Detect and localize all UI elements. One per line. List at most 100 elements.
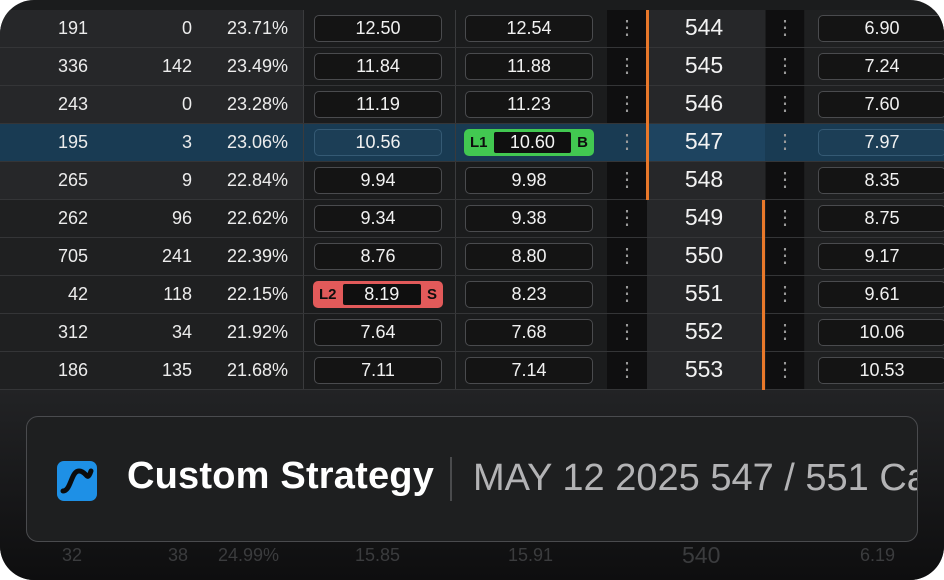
ask-price-button[interactable]: 7.68	[465, 319, 593, 346]
strategy-description: MAY 12 2025 547 / 551 Ca	[473, 457, 918, 499]
more-menu-icon[interactable]: ⋮	[617, 359, 637, 381]
bid-price-button[interactable]: 11.19	[314, 91, 442, 118]
row-left-bg	[0, 162, 303, 199]
strategy-title: Custom Strategy	[127, 455, 435, 497]
price-marker-bar	[762, 314, 765, 352]
ask-price-button[interactable]: 12.54	[465, 15, 593, 42]
more-menu-icon[interactable]: ⋮	[617, 131, 637, 153]
row-left-bg	[0, 352, 303, 389]
chain-row-547-selected[interactable]: 195 3 23.06% 10.56 L1 10.60 B ⋮ 547 ⋮ 7.…	[0, 124, 944, 162]
strike-bg	[647, 10, 765, 47]
put-bid-button[interactable]: 6.90	[818, 15, 944, 42]
more-menu-icon[interactable]: ⋮	[617, 245, 637, 267]
price-marker-bar	[646, 86, 649, 124]
put-bid-button[interactable]: 8.35	[818, 167, 944, 194]
strategy-logo-icon	[57, 461, 97, 501]
ask-price-button[interactable]: 11.23	[465, 91, 593, 118]
custom-strategy-bar[interactable]: Custom Strategy MAY 12 2025 547 / 551 Ca	[26, 416, 918, 542]
price-marker-bar	[646, 48, 649, 86]
more-menu-icon[interactable]: ⋮	[775, 207, 795, 229]
chain-row-544[interactable]: 191 0 23.71% 12.50 12.54 ⋮ 544 ⋮ 6.90	[0, 10, 944, 48]
chain-row-550[interactable]: 705 241 22.39% 8.76 8.80 ⋮ 550 ⋮ 9.17	[0, 238, 944, 276]
options-chain-table: 191 0 23.71% 12.50 12.54 ⋮ 544 ⋮ 6.90 33…	[0, 10, 944, 390]
menu-strip	[766, 352, 804, 389]
buy-order-chip[interactable]: L1 10.60 B	[464, 129, 594, 156]
more-menu-icon[interactable]: ⋮	[617, 93, 637, 115]
put-bid-button[interactable]: 8.75	[818, 205, 944, 232]
put-bid-button[interactable]: 7.97	[818, 129, 944, 156]
put-bid-button[interactable]: 9.17	[818, 243, 944, 270]
more-menu-icon[interactable]: ⋮	[775, 93, 795, 115]
bid-price-button[interactable]: 9.94	[314, 167, 442, 194]
chain-row-552[interactable]: 312 34 21.92% 7.64 7.68 ⋮ 552 ⋮ 10.06	[0, 314, 944, 352]
column-divider	[303, 200, 304, 237]
chain-row-553[interactable]: 186 135 21.68% 7.11 7.14 ⋮ 553 ⋮ 10.53	[0, 352, 944, 390]
price-marker-bar	[646, 10, 649, 48]
more-menu-icon[interactable]: ⋮	[617, 207, 637, 229]
ask-price-button[interactable]: 8.23	[465, 281, 593, 308]
bid-price-button[interactable]: 7.64	[314, 319, 442, 346]
put-bid-button[interactable]: 9.61	[818, 281, 944, 308]
put-bid-button[interactable]: 10.53	[818, 357, 944, 384]
price-marker-bar	[646, 124, 649, 162]
bid-price-button[interactable]: 7.11	[314, 357, 442, 384]
more-menu-icon[interactable]: ⋮	[617, 283, 637, 305]
price-marker-bar	[762, 276, 765, 314]
ghost-strike: 540	[682, 542, 721, 568]
chain-row-549[interactable]: 262 96 22.62% 9.34 9.38 ⋮ 549 ⋮ 8.75	[0, 200, 944, 238]
chain-row-545[interactable]: 336 142 23.49% 11.84 11.88 ⋮ 545 ⋮ 7.24	[0, 48, 944, 86]
volume-cell: 243	[57, 94, 88, 114]
volume-cell: 705	[57, 246, 88, 266]
more-menu-icon[interactable]: ⋮	[775, 131, 795, 153]
strike-bg	[647, 276, 765, 313]
open-interest-cell: 118	[163, 284, 192, 304]
chain-row-546[interactable]: 243 0 23.28% 11.19 11.23 ⋮ 546 ⋮ 7.60	[0, 86, 944, 124]
ghost-volume: 32	[62, 545, 83, 565]
more-menu-icon[interactable]: ⋮	[617, 321, 637, 343]
put-bid-button[interactable]: 7.60	[818, 91, 944, 118]
column-divider	[455, 86, 456, 123]
more-menu-icon[interactable]: ⋮	[775, 55, 795, 77]
chain-row-548[interactable]: 265 9 22.84% 9.94 9.98 ⋮ 548 ⋮ 8.35	[0, 162, 944, 200]
open-interest-cell: 135	[161, 360, 192, 380]
more-menu-icon[interactable]: ⋮	[775, 359, 795, 381]
side-label: S	[426, 286, 437, 303]
ask-price-button[interactable]: 11.88	[465, 53, 593, 80]
more-menu-icon[interactable]: ⋮	[617, 169, 637, 191]
menu-strip	[766, 276, 804, 313]
more-menu-icon[interactable]: ⋮	[617, 17, 637, 39]
more-menu-icon[interactable]: ⋮	[775, 17, 795, 39]
put-bid-button[interactable]: 7.24	[818, 53, 944, 80]
strike-bg	[647, 200, 765, 237]
implied-vol-cell: 22.84%	[226, 170, 288, 190]
bid-price-button[interactable]: 12.50	[314, 15, 442, 42]
ask-price-button[interactable]: 9.98	[465, 167, 593, 194]
open-interest-cell: 0	[181, 94, 192, 114]
strike-price: 546	[684, 90, 724, 116]
open-interest-cell: 9	[181, 170, 192, 190]
ask-price-button[interactable]: 8.80	[465, 243, 593, 270]
bid-price-button[interactable]: 9.34	[314, 205, 442, 232]
sell-order-chip[interactable]: L2 8.19 S	[313, 281, 443, 308]
strike-price: 545	[684, 52, 724, 78]
strike-price: 547	[684, 128, 724, 154]
more-menu-icon[interactable]: ⋮	[775, 245, 795, 267]
more-menu-icon[interactable]: ⋮	[617, 55, 637, 77]
put-bid-button[interactable]: 10.06	[818, 319, 944, 346]
bid-price-button[interactable]: 10.56	[314, 129, 442, 156]
column-divider	[303, 276, 304, 313]
bid-price-button[interactable]: 8.76	[314, 243, 442, 270]
menu-strip	[607, 48, 647, 85]
more-menu-icon[interactable]: ⋮	[775, 283, 795, 305]
strike-price: 549	[684, 204, 724, 230]
bid-price-button[interactable]: 11.84	[314, 53, 442, 80]
chain-row-551[interactable]: 42 118 22.15% L2 8.19 S 8.23 ⋮ 551 ⋮ 9.6…	[0, 276, 944, 314]
more-menu-icon[interactable]: ⋮	[775, 169, 795, 191]
more-menu-icon[interactable]: ⋮	[775, 321, 795, 343]
ask-price-button[interactable]: 9.38	[465, 205, 593, 232]
open-interest-cell: 241	[161, 246, 192, 266]
ask-price-button[interactable]: 7.14	[465, 357, 593, 384]
row-left-bg	[0, 314, 303, 351]
ghost-right: 6.19	[860, 545, 896, 565]
